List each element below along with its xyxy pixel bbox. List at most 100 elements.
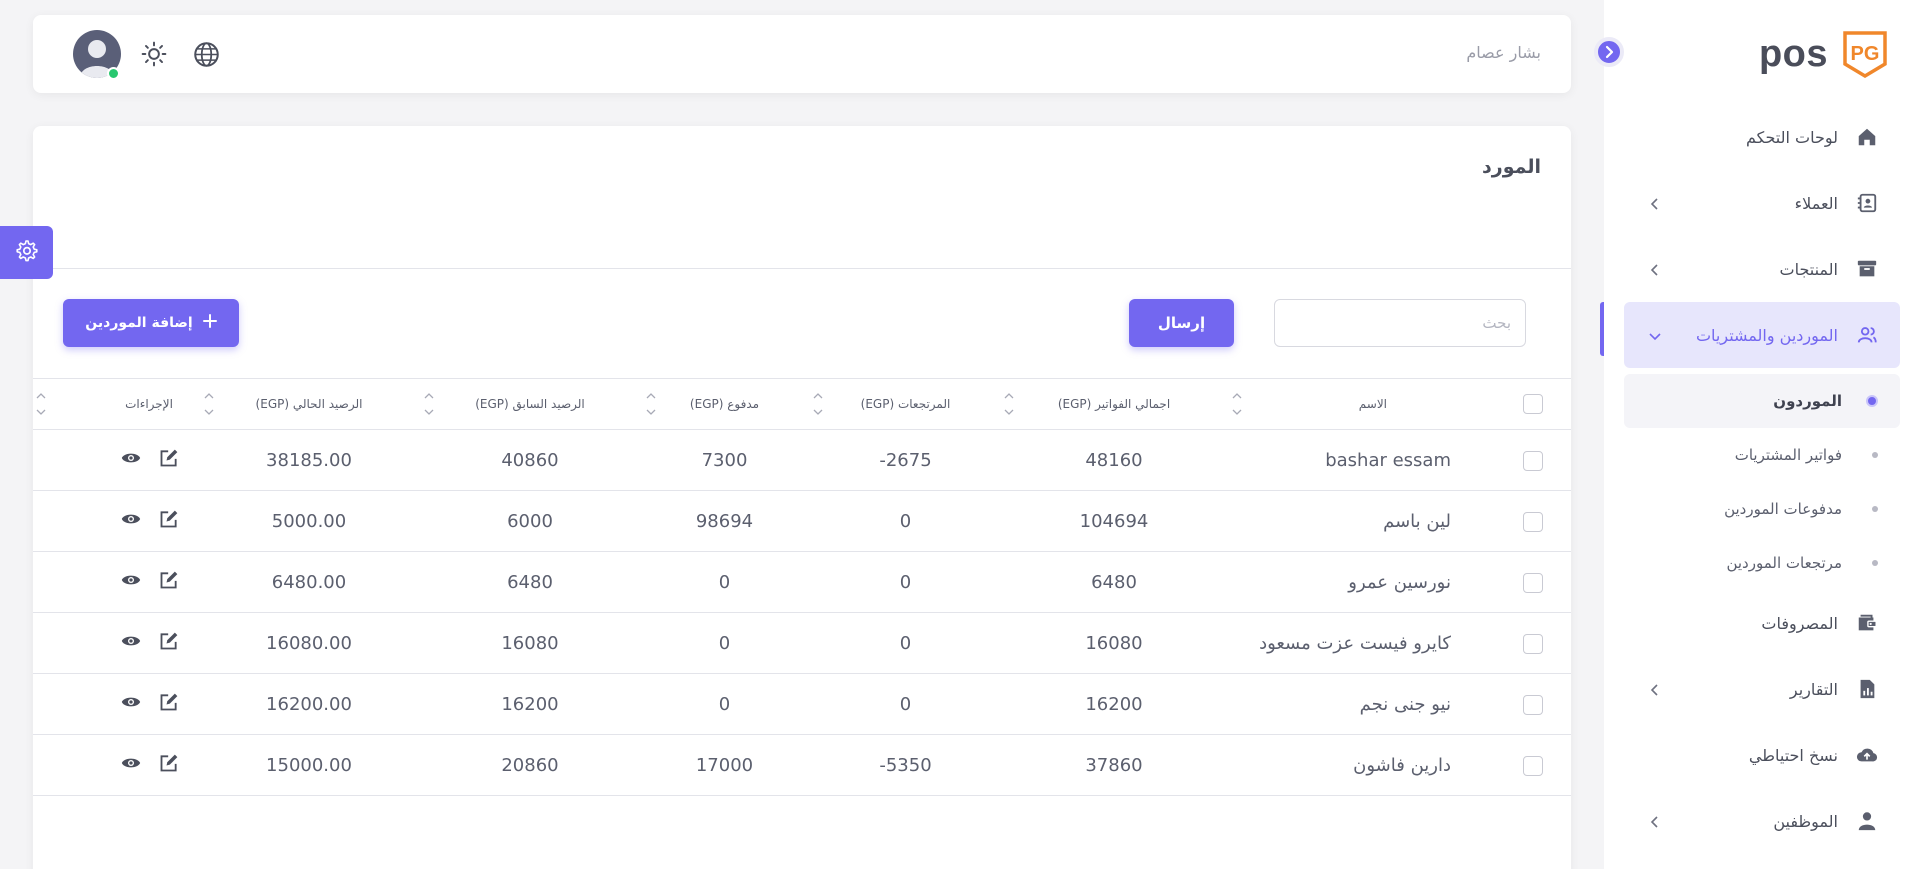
- cell-total: 16080: [1085, 632, 1143, 654]
- user-name: بشار عصام: [1466, 43, 1541, 62]
- chevron-left-icon: [1648, 814, 1662, 828]
- chevron-down-icon: [1648, 328, 1662, 342]
- sort-icon[interactable]: [645, 390, 657, 418]
- view-eye-icon[interactable]: [121, 753, 141, 773]
- sidebar-submenu: الموردون فواتير المشتريات مدفوعات المورد…: [1604, 374, 1920, 590]
- view-eye-icon[interactable]: [121, 448, 141, 468]
- cell-paid: 98694: [695, 510, 754, 532]
- sidebar-subitem-supplier-returns[interactable]: مرتجعات الموردين: [1604, 536, 1920, 590]
- edit-icon[interactable]: [159, 631, 179, 651]
- sidebar-item-label: الموردين والمشتريات: [1695, 325, 1838, 345]
- cell-actions: [33, 674, 199, 735]
- cell-current-balance: 16200.00: [266, 693, 352, 715]
- sidebar-item-label: العملاء: [1794, 193, 1838, 213]
- sidebar-collapse-button[interactable]: [1594, 37, 1624, 67]
- gear-icon: [15, 239, 39, 267]
- edit-icon[interactable]: [159, 509, 179, 529]
- sidebar: pos PG لوحات التحكم العملاء: [1594, 0, 1920, 869]
- users-icon: [1854, 322, 1880, 348]
- row-checkbox[interactable]: [1523, 572, 1543, 593]
- row-checkbox[interactable]: [1523, 511, 1543, 532]
- customizer-settings-button[interactable]: [0, 226, 53, 279]
- suppliers-table: الاسم اجمالي الفواتير (EGP) المرتجعات (E…: [33, 378, 1571, 796]
- column-header-returns[interactable]: المرتجعات (EGP): [808, 379, 1003, 430]
- cell-returns: 0: [899, 693, 912, 715]
- column-header-paid[interactable]: مدفوع (EGP): [641, 379, 808, 430]
- sort-icon[interactable]: [1231, 390, 1243, 418]
- add-suppliers-button[interactable]: إضافة الموردين: [63, 299, 239, 347]
- view-eye-icon[interactable]: [121, 570, 141, 590]
- sidebar-item-products[interactable]: المنتجات: [1604, 236, 1920, 302]
- cell-previous-balance: 16080: [501, 632, 559, 654]
- cell-current-balance: 38185.00: [266, 449, 352, 471]
- sidebar-item-customers[interactable]: العملاء: [1604, 170, 1920, 236]
- select-all-checkbox[interactable]: [1523, 394, 1543, 414]
- edit-icon[interactable]: [159, 692, 179, 712]
- sidebar-subitem-suppliers[interactable]: الموردون: [1624, 374, 1900, 428]
- cell-paid: 0: [718, 571, 731, 593]
- sidebar-item-employees[interactable]: الموظفين: [1604, 788, 1920, 854]
- edit-icon[interactable]: [159, 753, 179, 773]
- row-checkbox[interactable]: [1523, 450, 1543, 471]
- sidebar-subitem-label: الموردون: [1773, 392, 1842, 410]
- sort-icon[interactable]: [1003, 390, 1015, 418]
- cell-actions: [33, 552, 199, 613]
- cell-previous-balance: 20860: [501, 754, 559, 776]
- divider: [33, 268, 1571, 269]
- edit-icon[interactable]: [159, 570, 179, 590]
- sort-icon[interactable]: [423, 390, 435, 418]
- cell-actions: [33, 613, 199, 674]
- bullet-icon: [1872, 452, 1878, 458]
- view-eye-icon[interactable]: [121, 631, 141, 651]
- view-eye-icon[interactable]: [121, 692, 141, 712]
- cell-previous-balance: 40860: [501, 449, 559, 471]
- user-silhouette-icon: [80, 40, 114, 78]
- sort-icon[interactable]: [35, 390, 47, 418]
- online-status-dot: [107, 67, 120, 80]
- sidebar-subitem-label: مرتجعات الموردين: [1726, 554, 1842, 572]
- sidebar-nav: لوحات التحكم العملاء المنتجات الموردين و…: [1600, 104, 1920, 854]
- column-header-current-balance[interactable]: الرصيد الحالي (EGP): [199, 379, 419, 430]
- cell-returns: -2675: [879, 449, 932, 471]
- sun-icon[interactable]: [139, 39, 169, 69]
- search-input[interactable]: [1274, 299, 1526, 347]
- cell-name: bashar essam: [1325, 449, 1451, 471]
- page-title: المورد: [1482, 156, 1541, 178]
- sidebar-item-dashboards[interactable]: لوحات التحكم: [1604, 104, 1920, 170]
- logo[interactable]: pos PG: [1759, 30, 1888, 79]
- cell-name: كايرو فيست عزت مسعود: [1259, 632, 1451, 654]
- cell-actions: [33, 430, 199, 491]
- cell-total: 6480: [1091, 571, 1137, 593]
- sidebar-item-suppliers-purchases[interactable]: الموردين والمشتريات: [1624, 302, 1900, 368]
- sidebar-subitem-supplier-payments[interactable]: مدفوعات الموردين: [1604, 482, 1920, 536]
- table-row: نيو جنى نجم 16200 0 0 16200 16200.00: [33, 674, 1571, 735]
- bullet-icon: [1872, 560, 1878, 566]
- column-header-previous-balance[interactable]: الرصيد السابق (EGP): [419, 379, 641, 430]
- row-checkbox[interactable]: [1523, 755, 1543, 776]
- column-header-total-invoices[interactable]: اجمالي الفواتير (EGP): [1003, 379, 1225, 430]
- sort-icon[interactable]: [812, 390, 824, 418]
- send-button[interactable]: إرسال: [1129, 299, 1234, 347]
- logo-badge-text: PG: [1851, 43, 1880, 65]
- sidebar-subitem-purchase-invoices[interactable]: فواتير المشتريات: [1604, 428, 1920, 482]
- sidebar-item-reports[interactable]: التقارير: [1604, 656, 1920, 722]
- row-checkbox[interactable]: [1523, 694, 1543, 715]
- cell-actions: [33, 735, 199, 796]
- report-icon: [1854, 676, 1880, 702]
- table-header-row: الاسم اجمالي الفواتير (EGP) المرتجعات (E…: [33, 378, 1571, 430]
- globe-icon[interactable]: [191, 39, 221, 69]
- sidebar-item-backup[interactable]: نسخ احتياطي: [1604, 722, 1920, 788]
- cell-name: لين باسم: [1383, 510, 1451, 532]
- sort-icon[interactable]: [203, 390, 215, 418]
- sidebar-item-expenses[interactable]: المصروفات: [1604, 590, 1920, 656]
- cell-previous-balance: 6480: [507, 571, 553, 593]
- view-eye-icon[interactable]: [121, 509, 141, 529]
- active-indicator: [1600, 302, 1604, 356]
- column-header-name[interactable]: الاسم: [1225, 379, 1495, 430]
- row-checkbox[interactable]: [1523, 633, 1543, 654]
- plus-icon: [202, 314, 217, 332]
- cell-returns: 0: [899, 571, 912, 593]
- table-row: لين باسم 104694 0 98694 6000 5000.00: [33, 491, 1571, 552]
- edit-icon[interactable]: [159, 448, 179, 468]
- select-all-cell: [1495, 379, 1571, 430]
